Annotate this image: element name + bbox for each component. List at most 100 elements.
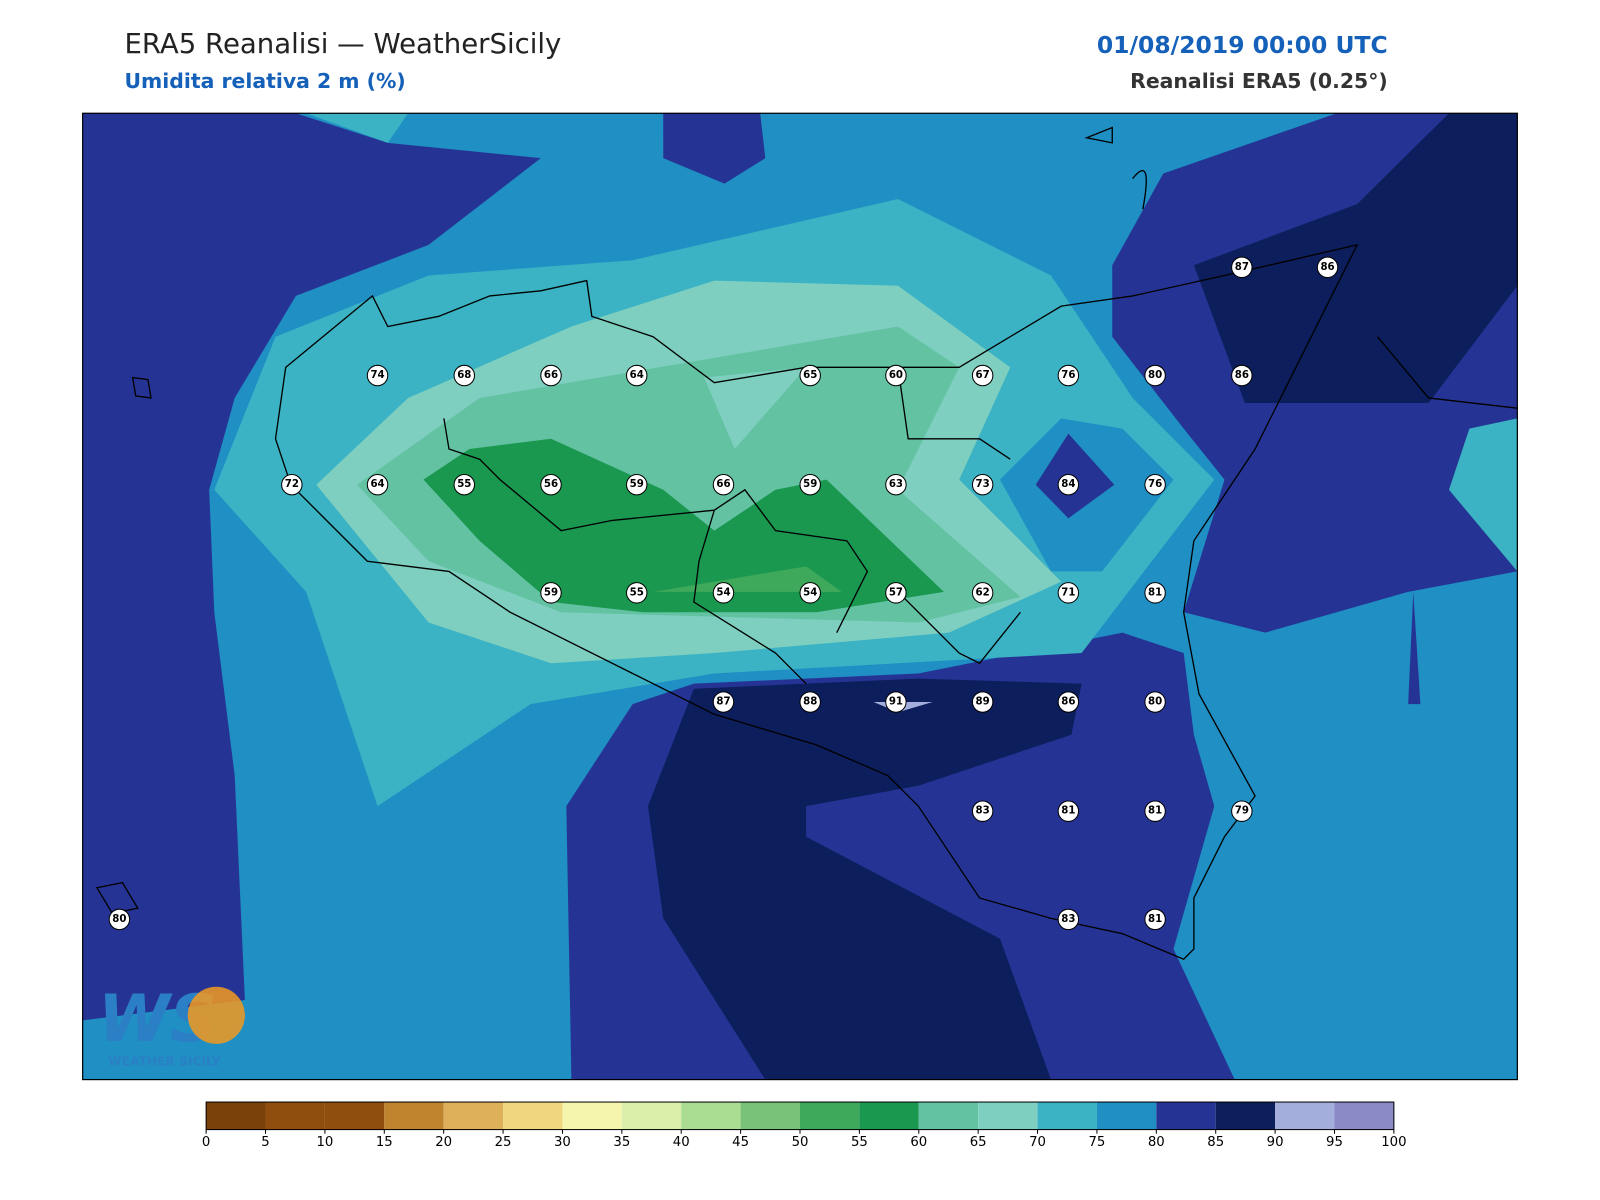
source: Reanalisi ERA5 (0.25°) — [1130, 69, 1388, 93]
station-marker — [1231, 800, 1253, 822]
station-value: 67 — [976, 370, 990, 381]
contour-85-90 — [82, 113, 541, 1021]
colorbar-swatch — [1215, 1102, 1276, 1130]
colorbar-tick-label: 30 — [554, 1135, 571, 1150]
contour-85-90 — [1408, 591, 1421, 705]
station-value: 66 — [544, 370, 558, 381]
station-value: 84 — [1061, 479, 1075, 490]
station-marker — [453, 473, 475, 496]
station-marker — [799, 473, 821, 496]
map-frame — [82, 112, 1518, 1081]
station-marker — [1316, 256, 1339, 279]
station-layer: 87 86 74 68 66 64 65 60 67 76 80 86 72 64 55 56 59 66 59 63… — [108, 256, 1339, 931]
station-marker — [540, 582, 562, 604]
station-marker — [1057, 582, 1080, 604]
station-value: 59 — [544, 587, 558, 598]
station-marker — [799, 364, 821, 387]
contour-65-70 — [704, 367, 807, 449]
station-value: 80 — [1148, 697, 1162, 708]
station-marker — [1231, 364, 1253, 387]
station-value: 74 — [370, 370, 384, 381]
colorbar-swatch — [1334, 1102, 1394, 1130]
station-value: 86 — [1061, 697, 1075, 708]
station-marker — [1144, 800, 1166, 822]
colorbar-tick-label: 25 — [495, 1135, 512, 1150]
colorbar-swatch — [562, 1102, 622, 1130]
station-marker — [1057, 364, 1080, 387]
colorbar-swatch — [859, 1102, 919, 1130]
station-marker — [885, 582, 907, 604]
station-marker — [366, 473, 389, 496]
colorbar: 0 5 10 15 20 25 30 35 40 45 50 55 60 65 70 75 80 85 90 95 10… — [202, 1101, 1407, 1150]
colorbar-tick-label: 45 — [732, 1135, 749, 1150]
station-marker — [712, 473, 735, 496]
colorbar-tick-label: 50 — [792, 1135, 809, 1150]
station-marker — [626, 364, 648, 387]
station-marker — [885, 473, 907, 496]
contour-field — [82, 113, 1518, 1080]
colorbar-tick-label: 70 — [1029, 1135, 1046, 1150]
colorbar-tick-label: 95 — [1326, 1135, 1343, 1150]
colorbar-swatch — [681, 1102, 741, 1130]
station-value: 60 — [889, 370, 903, 381]
station-marker — [1057, 800, 1080, 822]
colorbar-tick-label: 15 — [376, 1135, 393, 1150]
station-marker — [971, 800, 994, 822]
station-value: 54 — [803, 587, 817, 598]
station-marker — [1144, 691, 1166, 713]
colorbar-swatch — [1037, 1102, 1097, 1130]
station-marker — [1144, 364, 1166, 387]
station-marker — [971, 364, 994, 387]
station-value: 64 — [370, 479, 384, 490]
station-value: 89 — [976, 697, 990, 708]
subtitle: Umidita relativa 2 m (%) — [124, 69, 405, 93]
station-value: 73 — [976, 479, 990, 490]
colorbar-swatch — [206, 1102, 266, 1130]
station-marker — [453, 364, 475, 387]
station-value: 62 — [976, 587, 990, 598]
station-value: 65 — [803, 370, 817, 381]
station-marker — [1144, 473, 1166, 496]
station-marker — [366, 364, 389, 387]
station-value: 72 — [285, 479, 299, 490]
station-value: 81 — [1061, 806, 1075, 817]
contour-70-75 — [306, 113, 409, 143]
colorbar-tick-label: 55 — [851, 1135, 868, 1150]
station-marker — [108, 908, 131, 931]
colorbar-tick-label: 100 — [1381, 1135, 1406, 1150]
station-value: 59 — [803, 479, 817, 490]
station-marker — [626, 473, 648, 496]
station-marker — [540, 473, 562, 496]
colorbar-tick-label: 90 — [1267, 1135, 1284, 1150]
station-marker — [799, 691, 821, 713]
colorbar-swatch — [1096, 1102, 1157, 1130]
station-value: 83 — [976, 806, 990, 817]
logo: WS WEATHER SICILY — [98, 981, 245, 1068]
contour-50-55 — [653, 566, 842, 592]
station-value: 63 — [889, 479, 903, 490]
station-value: 71 — [1061, 587, 1075, 598]
station-marker — [1231, 256, 1253, 279]
station-marker — [885, 691, 907, 713]
station-marker — [799, 582, 821, 604]
station-marker — [712, 691, 735, 713]
colorbar-tick-label: 5 — [261, 1135, 269, 1150]
station-value: 76 — [1061, 370, 1075, 381]
colorbar-tick-label: 75 — [1089, 1135, 1106, 1150]
station-value: 79 — [1235, 806, 1249, 817]
contour-90-95 — [647, 678, 1082, 1080]
colorbar-swatch — [800, 1102, 860, 1130]
logo-text: WEATHER SICILY — [108, 1054, 221, 1068]
colorbar-swatch — [621, 1102, 682, 1130]
colorbar-swatch — [1275, 1102, 1335, 1130]
station-value: 87 — [1235, 262, 1249, 273]
station-marker — [712, 582, 735, 604]
station-value: 55 — [457, 479, 471, 490]
colorbar-tick-label: 10 — [316, 1135, 333, 1150]
station-value: 76 — [1148, 479, 1162, 490]
station-marker — [1057, 691, 1080, 713]
station-value: 55 — [630, 587, 644, 598]
station-value: 57 — [889, 587, 903, 598]
